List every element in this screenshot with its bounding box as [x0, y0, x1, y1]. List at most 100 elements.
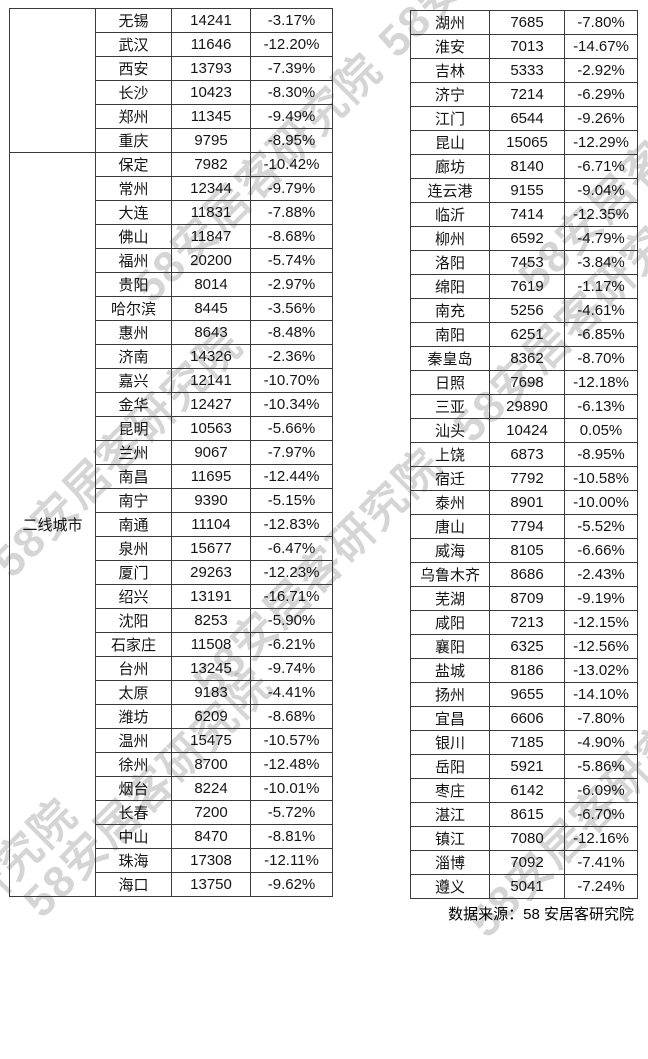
change-cell: -5.72%: [250, 800, 333, 825]
price-cell: 11831: [171, 200, 251, 225]
table-row: 洛阳 7453 -3.84%: [410, 250, 638, 275]
change-cell: -12.16%: [564, 826, 638, 851]
price-cell: 13245: [171, 656, 251, 681]
price-cell: 7794: [489, 514, 565, 539]
city-cell: 温州: [95, 728, 172, 753]
price-cell: 8470: [171, 824, 251, 849]
table-row: 上饶 6873 -8.95%: [410, 442, 638, 467]
change-cell: -6.09%: [564, 778, 638, 803]
city-cell: 济宁: [410, 82, 490, 107]
city-cell: 大连: [95, 200, 172, 225]
city-cell: 烟台: [95, 776, 172, 801]
table-row: 咸阳 7213 -12.15%: [410, 610, 638, 635]
price-cell: 11104: [171, 512, 251, 537]
change-cell: -14.67%: [564, 34, 638, 59]
city-cell: 上饶: [410, 442, 490, 467]
change-cell: -4.90%: [564, 730, 638, 755]
table-row: 西安 13793 -7.39%: [10, 56, 333, 81]
price-cell: 8700: [171, 752, 251, 777]
left-table-body: 无锡 14241 -3.17% 武汉 11646 -12.20% 西安 13793 -7.39%…: [9, 8, 333, 897]
city-cell: 秦皇岛: [410, 346, 490, 371]
price-cell: 15065: [489, 130, 565, 155]
price-cell: 6606: [489, 706, 565, 731]
table-row: 廊坊 8140 -6.71%: [410, 154, 638, 179]
price-cell: 5921: [489, 754, 565, 779]
change-cell: -10.70%: [250, 368, 333, 393]
table-row: 枣庄 6142 -6.09%: [410, 778, 638, 803]
table-row: 重庆 9795 -8.95%: [10, 128, 333, 153]
city-cell: 太原: [95, 680, 172, 705]
city-cell: 遵义: [410, 874, 490, 899]
change-cell: -12.18%: [564, 370, 638, 395]
city-cell: 威海: [410, 538, 490, 563]
price-cell: 14241: [171, 8, 251, 33]
city-cell: 金华: [95, 392, 172, 417]
change-cell: -16.71%: [250, 584, 333, 609]
city-cell: 泉州: [95, 536, 172, 561]
city-cell: 咸阳: [410, 610, 490, 635]
city-cell: 福州: [95, 248, 172, 273]
table-row: 江门 6544 -9.26%: [410, 106, 638, 131]
change-cell: -6.29%: [564, 82, 638, 107]
price-cell: 9390: [171, 488, 251, 513]
city-cell: 南充: [410, 298, 490, 323]
table-row: 台州 13245 -9.74%: [10, 656, 333, 681]
change-cell: -4.61%: [564, 298, 638, 323]
price-cell: 7213: [489, 610, 565, 635]
change-cell: -12.20%: [250, 32, 333, 57]
city-cell: 银川: [410, 730, 490, 755]
table-row: 银川 7185 -4.90%: [410, 730, 638, 755]
change-cell: -6.85%: [564, 322, 638, 347]
city-cell: 泰州: [410, 490, 490, 515]
table-row: 哈尔滨 8445 -3.56%: [10, 296, 333, 321]
change-cell: -7.24%: [564, 874, 638, 899]
change-cell: -10.42%: [250, 152, 333, 177]
table-row: 常州 12344 -9.79%: [10, 176, 333, 201]
price-cell: 6251: [489, 322, 565, 347]
table-row: 威海 8105 -6.66%: [410, 538, 638, 563]
table-row: 芜湖 8709 -9.19%: [410, 586, 638, 611]
price-cell: 7092: [489, 850, 565, 875]
category-label-cell: [9, 8, 96, 153]
change-cell: -1.17%: [564, 274, 638, 299]
city-cell: 汕头: [410, 418, 490, 443]
change-cell: -7.97%: [250, 440, 333, 465]
price-cell: 13750: [171, 872, 251, 897]
price-cell: 7619: [489, 274, 565, 299]
price-cell: 5041: [489, 874, 565, 899]
table-row: 遵义 5041 -7.24%: [410, 874, 638, 899]
change-cell: -6.71%: [564, 154, 638, 179]
change-cell: -8.70%: [564, 346, 638, 371]
price-cell: 8709: [489, 586, 565, 611]
price-cell: 7080: [489, 826, 565, 851]
table-row: 昆明 10563 -5.66%: [10, 416, 333, 441]
city-cell: 襄阳: [410, 634, 490, 659]
table-row: 淮安 7013 -14.67%: [410, 34, 638, 59]
city-cell: 临沂: [410, 202, 490, 227]
change-cell: -3.17%: [250, 8, 333, 33]
price-cell: 17308: [171, 848, 251, 873]
table-row: 湛江 8615 -6.70%: [410, 802, 638, 827]
table-row: 温州 15475 -10.57%: [10, 728, 333, 753]
price-cell: 10423: [171, 80, 251, 105]
table-row: 佛山 11847 -8.68%: [10, 224, 333, 249]
price-cell: 8901: [489, 490, 565, 515]
change-cell: -3.56%: [250, 296, 333, 321]
change-cell: -8.68%: [250, 704, 333, 729]
table-row: 长春 7200 -5.72%: [10, 800, 333, 825]
city-cell: 柳州: [410, 226, 490, 251]
city-cell: 徐州: [95, 752, 172, 777]
change-cell: -6.70%: [564, 802, 638, 827]
price-cell: 7792: [489, 466, 565, 491]
change-cell: -2.36%: [250, 344, 333, 369]
city-cell: 重庆: [95, 128, 172, 153]
change-cell: 0.05%: [564, 418, 638, 443]
city-cell: 济南: [95, 344, 172, 369]
table-row: 日照 7698 -12.18%: [410, 370, 638, 395]
table-row: 南昌 11695 -12.44%: [10, 464, 333, 489]
table-row: 金华 12427 -10.34%: [10, 392, 333, 417]
price-cell: 8253: [171, 608, 251, 633]
price-cell: 9155: [489, 178, 565, 203]
price-cell: 8140: [489, 154, 565, 179]
change-cell: -7.88%: [250, 200, 333, 225]
